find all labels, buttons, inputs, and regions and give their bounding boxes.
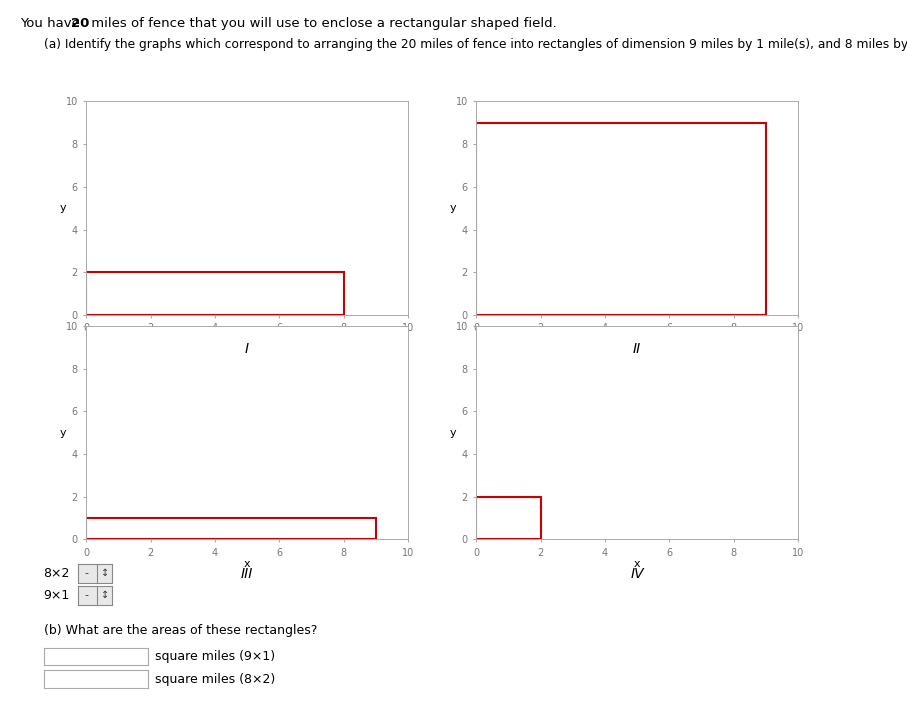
X-axis label: x: x [244, 559, 250, 569]
Text: 20: 20 [71, 17, 89, 30]
Text: I: I [245, 342, 249, 356]
Y-axis label: y: y [60, 428, 66, 437]
Text: You have: You have [20, 17, 84, 30]
Text: ↕: ↕ [101, 568, 109, 578]
Bar [86, 272, 344, 315]
Y-axis label: y: y [450, 203, 456, 213]
X-axis label: x: x [634, 559, 640, 569]
X-axis label: x: x [244, 334, 250, 345]
Text: IV: IV [630, 567, 644, 581]
Text: III: III [241, 567, 253, 581]
Text: -: - [84, 568, 89, 578]
X-axis label: x: x [634, 334, 640, 345]
Text: 8×2: 8×2 [44, 567, 70, 580]
Text: (b) What are the areas of these rectangles?: (b) What are the areas of these rectangl… [44, 624, 317, 637]
Text: -: - [84, 590, 89, 600]
Text: square miles (8×2): square miles (8×2) [155, 673, 276, 686]
Text: miles of fence that you will use to enclose a rectangular shaped field.: miles of fence that you will use to encl… [87, 17, 557, 30]
Text: 9×1: 9×1 [44, 589, 70, 602]
Bar [476, 497, 541, 539]
Bar [86, 518, 375, 539]
Text: square miles (9×1): square miles (9×1) [155, 650, 275, 663]
Y-axis label: y: y [450, 428, 456, 437]
Text: (a) Identify the graphs which correspond to arranging the 20 miles of fence into: (a) Identify the graphs which correspond… [44, 38, 907, 51]
Y-axis label: y: y [60, 203, 66, 213]
Text: ↕: ↕ [101, 590, 109, 600]
Text: II: II [633, 342, 641, 356]
